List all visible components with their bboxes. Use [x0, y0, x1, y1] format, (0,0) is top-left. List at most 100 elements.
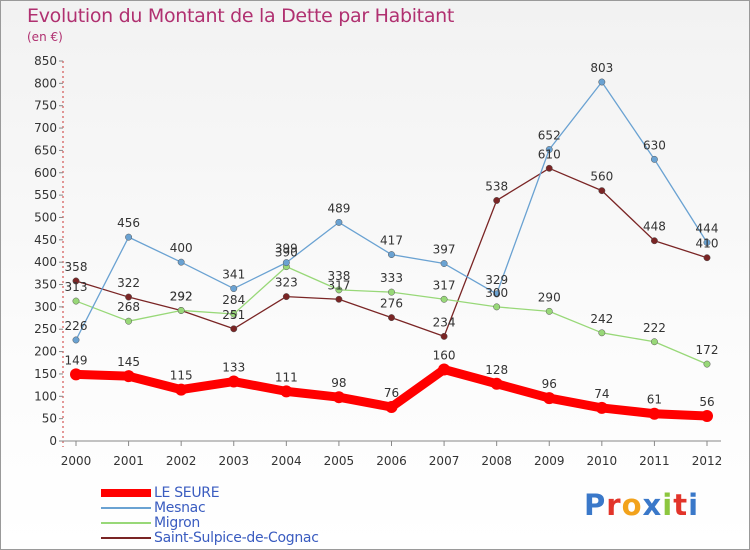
data-label: 630: [643, 138, 666, 152]
data-point: [440, 295, 448, 303]
data-label: 290: [538, 290, 561, 304]
x-tick-label: 2007: [429, 454, 460, 468]
data-point: [177, 307, 185, 314]
data-label: 341: [222, 268, 245, 282]
data-label: 300: [485, 286, 508, 300]
data-point: [177, 258, 185, 266]
x-tick-label: 2008: [481, 454, 512, 468]
data-point: [280, 385, 293, 398]
y-tick-label: 450: [34, 233, 57, 247]
legend-item: Saint-Sulpice-de-Cognac: [101, 530, 319, 546]
data-label: 358: [65, 260, 88, 274]
chart-legend: LE SEURE Mesnac Migron Saint-Sulpice-de-Cog…: [101, 485, 319, 546]
proxiti-logo: Proxiti: [584, 488, 699, 522]
data-point: [703, 360, 711, 368]
legend-label: Mesnac: [154, 499, 206, 516]
data-label: 61: [647, 393, 662, 407]
data-point: [175, 383, 188, 396]
data-point: [440, 260, 448, 267]
data-label: 390: [275, 246, 298, 260]
data-label: 410: [696, 237, 719, 251]
data-point: [650, 237, 658, 245]
y-tick-label: 50: [42, 412, 57, 426]
data-point: [72, 336, 80, 344]
legend-item: Migron: [101, 514, 319, 531]
y-tick-label: 400: [34, 255, 57, 269]
data-point: [598, 187, 606, 195]
y-tick-label: 550: [34, 188, 57, 202]
data-point: [650, 338, 658, 346]
y-tick-label: 100: [34, 389, 57, 403]
data-point: [650, 155, 658, 163]
data-label: 317: [433, 278, 456, 292]
logo-letter: i: [662, 488, 674, 522]
y-tick-label: 800: [34, 76, 57, 90]
data-labels: 149 145 115 133 111 98 76 160 128 96 74 61 56 226 456 4…: [65, 61, 719, 409]
series-lines: [70, 78, 713, 422]
data-point: [493, 290, 501, 298]
data-label: 448: [643, 220, 666, 234]
x-tick-label: 2012: [692, 454, 723, 468]
data-label: 226: [65, 319, 88, 333]
data-point: [703, 254, 711, 262]
logo-letter: o: [621, 488, 643, 522]
logo-letter: x: [642, 488, 663, 522]
data-label: 149: [65, 353, 88, 367]
data-point: [490, 377, 503, 390]
y-tick-label: 650: [34, 143, 57, 157]
y-tick-label: 500: [34, 210, 57, 224]
y-tick-label: 600: [34, 166, 57, 180]
data-point: [282, 293, 290, 301]
data-point: [125, 317, 133, 325]
data-label: 276: [380, 297, 403, 311]
data-point: [598, 329, 606, 337]
data-label: 251: [222, 308, 245, 322]
x-tick-label: 2009: [534, 454, 565, 468]
data-point: [72, 277, 80, 285]
data-point: [70, 368, 82, 381]
data-label: 284: [222, 293, 245, 307]
data-point: [388, 288, 395, 296]
data-point: [335, 218, 343, 226]
data-label: 417: [380, 234, 403, 248]
data-label: 160: [433, 348, 456, 362]
x-tick-label: 2001: [113, 454, 144, 468]
data-label: 74: [594, 387, 609, 401]
data-label: 133: [222, 361, 245, 375]
logo-letter: i: [688, 488, 700, 522]
legend-label: Migron: [154, 514, 200, 531]
data-label: 560: [590, 170, 613, 184]
data-label: 322: [117, 276, 140, 290]
legend-swatch: [101, 488, 151, 497]
y-tick-label: 150: [34, 367, 57, 381]
data-label: 538: [485, 179, 508, 193]
x-tick-label: 2011: [639, 454, 670, 468]
data-point: [438, 363, 451, 376]
data-point: [648, 407, 661, 420]
data-label: 444: [696, 222, 719, 236]
x-tick-label: 2003: [218, 454, 249, 468]
data-label: 610: [538, 147, 561, 161]
data-point: [230, 285, 238, 293]
data-point: [545, 164, 553, 172]
data-point: [440, 332, 448, 340]
chart-title: Evolution du Montant de la Dette par Hab…: [27, 5, 455, 27]
y-tick-label: 850: [34, 54, 57, 68]
data-label: 489: [327, 201, 350, 215]
data-label: 172: [696, 343, 719, 357]
data-label: 222: [643, 321, 666, 335]
data-point: [230, 325, 238, 333]
data-point: [125, 293, 133, 301]
y-tick-label: 250: [34, 322, 57, 336]
data-point: [388, 314, 395, 322]
logo-letter: t: [673, 488, 689, 522]
data-point: [595, 401, 608, 414]
data-label: 652: [538, 129, 561, 143]
legend-item: LE SEURE: [101, 485, 319, 501]
data-point: [282, 259, 290, 267]
data-label: 96: [542, 377, 557, 391]
data-label: 329: [485, 273, 508, 287]
data-label: 145: [117, 355, 140, 369]
data-label: 115: [170, 369, 193, 383]
